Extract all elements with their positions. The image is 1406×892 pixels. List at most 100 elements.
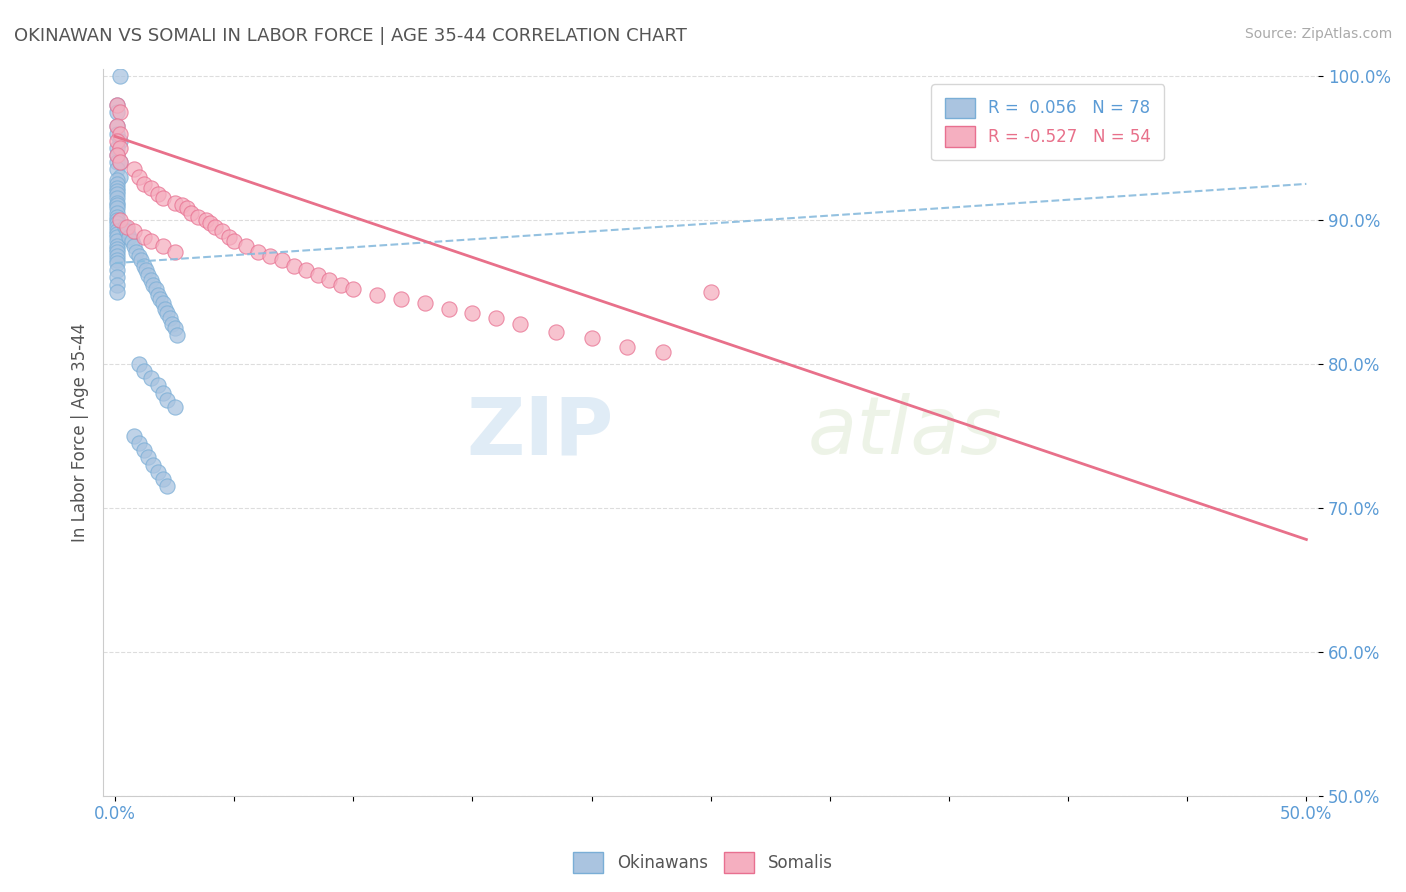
Point (235, 239, 257, 253)
Text: ZIP: ZIP (467, 393, 613, 471)
Point (108, 69, 131, 83)
Point (142, 277, 165, 292)
Point (366, 287, 388, 301)
Point (132, 259, 155, 273)
Point (413, 296, 436, 310)
Point (163, 400, 186, 414)
Point (107, 270, 129, 285)
Point (107, 277, 129, 292)
Point (107, 155, 129, 169)
Point (108, 169, 131, 184)
Point (108, 141, 131, 155)
Point (146, 287, 169, 301)
Point (170, 198, 193, 212)
Point (461, 306, 484, 320)
Point (108, 213, 131, 227)
Point (132, 364, 155, 378)
Point (107, 148, 129, 162)
Point (294, 263, 316, 277)
Point (107, 97, 129, 112)
Point (159, 310, 181, 325)
Point (259, 249, 281, 263)
Point (699, 285, 721, 299)
Point (107, 172, 129, 186)
Point (152, 239, 174, 253)
Point (616, 340, 638, 354)
Point (107, 216, 129, 230)
Point (132, 177, 155, 191)
Point (115, 224, 138, 238)
Point (107, 239, 129, 253)
Point (107, 230, 129, 244)
Point (187, 210, 209, 224)
Point (118, 230, 141, 244)
Point (149, 292, 172, 306)
Point (153, 302, 176, 317)
Point (107, 202, 129, 216)
Point (342, 282, 364, 296)
Point (581, 331, 603, 345)
Point (132, 443, 155, 458)
Point (145, 282, 167, 296)
Point (132, 230, 155, 244)
Point (115, 220, 138, 235)
Point (544, 325, 567, 339)
Point (107, 285, 129, 299)
Point (152, 385, 174, 400)
Point (107, 263, 129, 277)
Point (128, 249, 150, 263)
Point (139, 273, 162, 287)
Point (125, 244, 148, 259)
Point (107, 242, 129, 256)
Point (156, 479, 179, 493)
Point (107, 205, 129, 219)
Point (107, 253, 129, 268)
Point (509, 317, 531, 331)
Point (107, 120, 129, 134)
Point (107, 97, 129, 112)
Point (107, 220, 129, 235)
Point (128, 169, 150, 184)
Point (246, 244, 269, 259)
Point (485, 310, 508, 325)
Point (108, 155, 131, 169)
Point (146, 378, 169, 392)
Point (114, 220, 136, 235)
Point (107, 104, 129, 119)
Text: Source: ZipAtlas.com: Source: ZipAtlas.com (1244, 27, 1392, 41)
Point (270, 253, 292, 268)
Point (146, 465, 169, 479)
Point (204, 220, 226, 235)
Text: OKINAWAN VS SOMALI IN LABOR FORCE | AGE 35-44 CORRELATION CHART: OKINAWAN VS SOMALI IN LABOR FORCE | AGE … (14, 27, 688, 45)
Point (156, 392, 179, 407)
Point (139, 181, 162, 195)
Point (163, 244, 186, 259)
Point (107, 177, 129, 191)
Point (108, 104, 131, 119)
Point (107, 244, 129, 259)
Point (129, 253, 152, 268)
Point (152, 472, 174, 486)
Point (107, 227, 129, 242)
Point (330, 277, 353, 292)
Point (107, 186, 129, 201)
Point (107, 148, 129, 162)
Point (107, 120, 129, 134)
Point (200, 216, 222, 230)
Point (107, 210, 129, 224)
Point (138, 450, 160, 465)
Point (122, 429, 145, 443)
Point (107, 134, 129, 148)
Point (108, 127, 131, 141)
Point (283, 259, 305, 273)
Point (122, 224, 145, 238)
Point (152, 296, 174, 310)
Point (107, 184, 129, 198)
Point (652, 345, 675, 359)
Point (107, 141, 129, 155)
Point (211, 224, 233, 238)
Point (107, 162, 129, 177)
Point (107, 256, 129, 270)
Point (108, 134, 131, 148)
Point (180, 205, 202, 219)
